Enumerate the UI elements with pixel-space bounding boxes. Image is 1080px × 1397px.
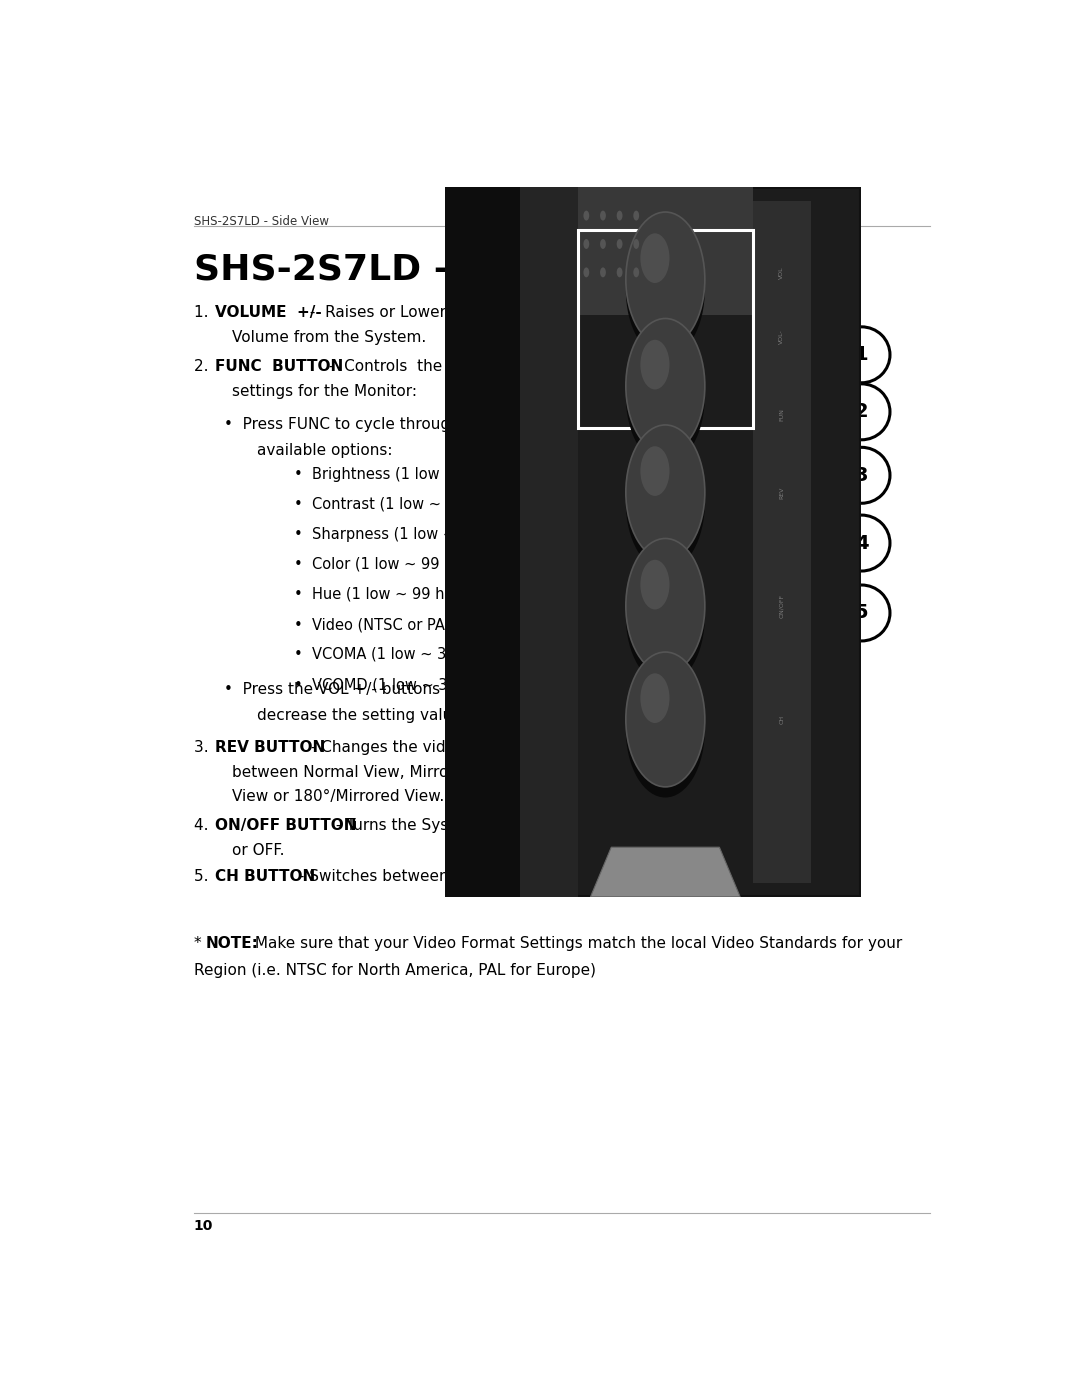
Ellipse shape xyxy=(833,515,890,571)
Polygon shape xyxy=(591,847,740,897)
Circle shape xyxy=(600,267,606,278)
Text: 4: 4 xyxy=(854,534,868,553)
Text: 5.: 5. xyxy=(193,869,213,884)
Text: •  Contrast (1 low ~ 99 high): • Contrast (1 low ~ 99 high) xyxy=(294,497,507,511)
Text: FUN: FUN xyxy=(780,408,784,420)
Text: available options:: available options: xyxy=(257,443,393,458)
Circle shape xyxy=(640,673,670,724)
Circle shape xyxy=(583,211,590,221)
FancyBboxPatch shape xyxy=(445,187,861,897)
Circle shape xyxy=(617,239,622,249)
Circle shape xyxy=(583,239,590,249)
Text: VOL-: VOL- xyxy=(780,328,784,344)
Text: 3.: 3. xyxy=(193,740,213,754)
Text: 4.: 4. xyxy=(193,819,213,834)
Text: settings for the Monitor:: settings for the Monitor: xyxy=(232,384,417,400)
Text: •  VCOMD (1 low ~ 31 high): • VCOMD (1 low ~ 31 high) xyxy=(294,678,499,693)
Text: 3: 3 xyxy=(854,465,868,485)
Polygon shape xyxy=(519,187,578,897)
Circle shape xyxy=(625,652,705,787)
Text: - Switches between Camera 1 and Camera 2.: - Switches between Camera 1 and Camera 2… xyxy=(294,869,646,884)
Circle shape xyxy=(617,267,622,278)
Text: Region (i.e. NTSC for North America, PAL for Europe): Region (i.e. NTSC for North America, PAL… xyxy=(193,963,595,978)
Text: View or 180°/Mirrored View.: View or 180°/Mirrored View. xyxy=(232,789,444,805)
Text: •  Brightness (1 low ~ 99 high): • Brightness (1 low ~ 99 high) xyxy=(294,467,522,482)
Text: NOTE:: NOTE: xyxy=(205,936,258,951)
Text: 5: 5 xyxy=(854,604,868,623)
Circle shape xyxy=(633,239,639,249)
Text: 10: 10 xyxy=(193,1218,213,1232)
Text: VOLUME  +/-: VOLUME +/- xyxy=(215,306,322,320)
Circle shape xyxy=(640,560,670,609)
Text: Volume from the System.: Volume from the System. xyxy=(232,330,427,345)
Circle shape xyxy=(625,436,705,570)
Circle shape xyxy=(640,446,670,496)
Text: between Normal View, Mirrored View, 180°: between Normal View, Mirrored View, 180° xyxy=(232,764,562,780)
Text: •  Color (1 low ~ 99 high): • Color (1 low ~ 99 high) xyxy=(294,557,482,571)
Circle shape xyxy=(640,339,670,390)
Circle shape xyxy=(600,211,606,221)
Circle shape xyxy=(625,549,705,685)
Text: - Changes the video display: - Changes the video display xyxy=(306,740,524,754)
Circle shape xyxy=(625,662,705,798)
Text: •  Video (NTSC or PAL)*: • Video (NTSC or PAL)* xyxy=(294,617,465,633)
Circle shape xyxy=(625,538,705,673)
Circle shape xyxy=(625,319,705,453)
Ellipse shape xyxy=(833,384,890,440)
Text: SHS-2S7LD - Side View: SHS-2S7LD - Side View xyxy=(193,253,660,286)
Text: SHS-2S7LD - Side View: SHS-2S7LD - Side View xyxy=(193,215,328,228)
Text: 2: 2 xyxy=(854,402,868,422)
Circle shape xyxy=(633,267,639,278)
Text: 2.: 2. xyxy=(193,359,213,374)
Polygon shape xyxy=(753,201,811,883)
Text: or OFF.: or OFF. xyxy=(232,844,285,858)
Text: •  Hue (1 low ~ 99 high): • Hue (1 low ~ 99 high) xyxy=(294,587,473,602)
Polygon shape xyxy=(578,187,753,314)
Circle shape xyxy=(583,267,590,278)
Ellipse shape xyxy=(833,447,890,503)
Text: FUNC  BUTTON: FUNC BUTTON xyxy=(215,359,343,374)
Circle shape xyxy=(625,425,705,560)
Text: •  VCOMA (1 low ~ 31 high): • VCOMA (1 low ~ 31 high) xyxy=(294,647,498,662)
Text: - Turns the System On: - Turns the System On xyxy=(330,819,505,834)
Circle shape xyxy=(600,239,606,249)
Circle shape xyxy=(625,222,705,358)
Text: Make sure that your Video Format Settings match the local Video Standards for yo: Make sure that your Video Format Setting… xyxy=(249,936,902,951)
Circle shape xyxy=(633,211,639,221)
Text: REV: REV xyxy=(780,486,784,499)
Text: -  Controls  the  display: - Controls the display xyxy=(324,359,507,374)
Text: ON/OFF: ON/OFF xyxy=(780,594,784,617)
Text: REV BUTTON: REV BUTTON xyxy=(215,740,325,754)
Text: CH: CH xyxy=(780,715,784,724)
Text: *: * xyxy=(193,936,206,951)
Ellipse shape xyxy=(833,327,890,383)
Circle shape xyxy=(617,211,622,221)
Text: 1.: 1. xyxy=(193,306,213,320)
Text: -  Raises or Lowers the: - Raises or Lowers the xyxy=(305,306,484,320)
Text: •  Press the VOL +/- buttons to increase/: • Press the VOL +/- buttons to increase/ xyxy=(224,682,535,697)
Text: 1: 1 xyxy=(854,345,868,365)
Circle shape xyxy=(640,233,670,284)
Text: •  Press FUNC to cycle through the: • Press FUNC to cycle through the xyxy=(224,418,489,432)
Text: CH BUTTON: CH BUTTON xyxy=(215,869,315,884)
Ellipse shape xyxy=(833,585,890,641)
Circle shape xyxy=(625,330,705,464)
Text: decrease the setting values.: decrease the setting values. xyxy=(257,708,475,722)
Circle shape xyxy=(625,212,705,346)
Text: ON/OFF BUTTON: ON/OFF BUTTON xyxy=(215,819,356,834)
Text: •  Sharpness (1 low ~ 99 high): • Sharpness (1 low ~ 99 high) xyxy=(294,527,521,542)
Polygon shape xyxy=(445,187,519,897)
Text: VOL: VOL xyxy=(780,265,784,278)
